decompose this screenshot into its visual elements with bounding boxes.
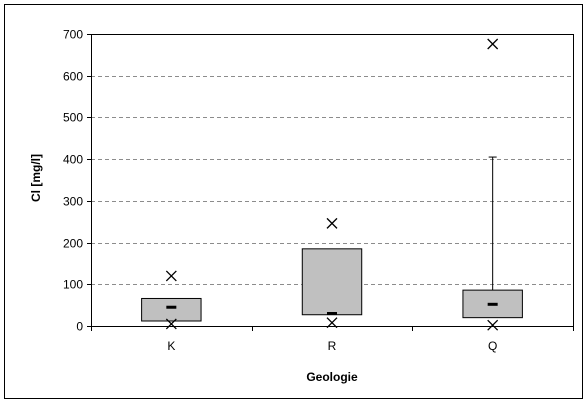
outlier-low-marker [326,317,338,329]
x-tick-label: Q [488,339,497,353]
y-axis-title: Cl [mg/l] [29,154,43,202]
x-tick-label: R [328,339,337,353]
x-axis-title: Geologie [306,370,358,384]
axes: 0 100 200 300 400 500 600 700 K R Q [63,28,574,353]
y-tick-label: 600 [63,70,83,84]
y-tick-label: 500 [63,111,83,125]
y-tick-label: 400 [63,153,83,167]
y-tick-label: 700 [63,28,83,42]
outlier-high-marker [487,38,499,50]
outlier-high-marker [326,217,338,229]
outlier-low-marker [165,318,177,330]
plot-marks [141,38,523,331]
y-tick-label: 100 [63,278,83,292]
outlier-high-marker [165,270,177,282]
box [301,248,363,316]
x-tick-label: K [167,339,175,353]
y-tick-label: 300 [63,195,83,209]
y-tick-label: 0 [76,320,83,334]
y-tick-label: 200 [63,237,83,251]
outlier-low-marker [487,319,499,331]
plot-area-frame [91,34,574,327]
box [141,297,202,322]
